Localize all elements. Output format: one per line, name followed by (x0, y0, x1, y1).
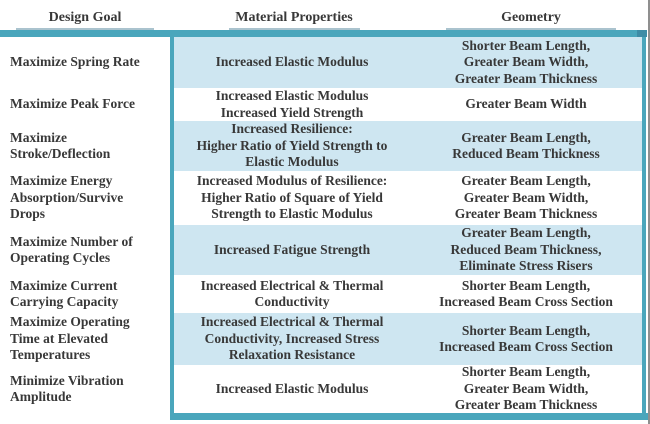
page-edge-line (648, 0, 650, 424)
design-goal-cell: Maximize Current Carrying Capacity (0, 275, 170, 313)
table-row: Maximize Operating Time at Elevated Temp… (0, 313, 650, 365)
design-goal-cell: Minimize Vibration Amplitude (0, 365, 170, 413)
material-properties-cell: Increased Fatigue Strength (213, 241, 371, 257)
row-content: Increased Elastic Modulus Shorter Beam L… (170, 37, 646, 88)
table-row: Maximize Stroke/Deflection Increased Res… (0, 121, 650, 171)
header-divider-bar (0, 30, 647, 37)
material-properties-cell: Increased Elastic Modulus (215, 380, 369, 396)
header-divider-bar-end-cap (637, 30, 647, 37)
design-goal-cell: Maximize Number of Operating Cycles (0, 225, 170, 275)
design-goal-cell: Maximize Peak Force (0, 88, 170, 121)
material-properties-cell: Increased Elastic Modulus (215, 54, 369, 70)
row-content: Increased Elastic Modulus Increased Yiel… (170, 88, 646, 121)
material-properties-header-label: Material Properties (228, 9, 360, 30)
table-row: Maximize Spring Rate Increased Elastic M… (0, 37, 650, 88)
table-row: Maximize Energy Absorption/Survive Drops… (0, 171, 650, 225)
geometry-cell: Greater Beam Width (465, 96, 587, 112)
row-content: Increased Electrical & Thermal Conductiv… (170, 275, 646, 313)
geometry-cell: Greater Beam Length, Reduced Beam Thickn… (450, 225, 602, 274)
geometry-cell: Greater Beam Length, Reduced Beam Thickn… (452, 129, 600, 162)
table-row: Maximize Peak Force Increased Elastic Mo… (0, 88, 650, 121)
table-header-row: Design Goal Material Properties Geometry (0, 0, 650, 30)
row-content: Increased Elastic Modulus Shorter Beam L… (170, 364, 646, 413)
table-row: Maximize Current Carrying Capacity Incre… (0, 275, 650, 313)
table-body: Maximize Spring Rate Increased Elastic M… (0, 37, 650, 413)
design-goal-cell: Maximize Spring Rate (0, 37, 170, 88)
row-content: Increased Electrical & Thermal Conductiv… (170, 313, 646, 365)
material-properties-cell: Increased Electrical & Thermal Conductiv… (200, 277, 384, 310)
design-goal-cell: Maximize Operating Time at Elevated Temp… (0, 313, 170, 365)
table-row: Maximize Number of Operating Cycles Incr… (0, 225, 650, 275)
design-goal-cell: Maximize Stroke/Deflection (0, 121, 170, 171)
design-goal-cell: Maximize Energy Absorption/Survive Drops (0, 171, 170, 225)
material-properties-cell: Increased Modulus of Resilience: Higher … (196, 173, 388, 222)
geometry-cell: Greater Beam Length, Greater Beam Width,… (454, 173, 598, 222)
column-header-design-goal: Design Goal (0, 9, 170, 30)
row-content: Increased Fatigue Strength Greater Beam … (170, 225, 646, 275)
column-header-material-properties: Material Properties (174, 9, 414, 30)
geometry-cell: Shorter Beam Length, Increased Beam Cros… (439, 322, 613, 355)
table-bottom-border-bar (170, 413, 648, 420)
geometry-cell: Shorter Beam Length, Greater Beam Width,… (454, 37, 598, 86)
column-header-geometry: Geometry (414, 9, 648, 30)
design-goal-header-label: Design Goal (16, 9, 154, 30)
table-row: Minimize Vibration Amplitude Increased E… (0, 364, 650, 413)
geometry-cell: Shorter Beam Length, Increased Beam Cros… (439, 277, 613, 310)
geometry-cell: Shorter Beam Length, Greater Beam Width,… (454, 364, 598, 413)
material-properties-cell: Increased Resilience: Higher Ratio of Yi… (196, 121, 388, 170)
row-content: Increased Modulus of Resilience: Higher … (170, 171, 646, 225)
material-properties-cell: Increased Elastic Modulus Increased Yiel… (215, 88, 369, 120)
material-properties-cell: Increased Electrical & Thermal Conductiv… (200, 314, 384, 363)
geometry-header-label: Geometry (446, 9, 616, 30)
row-content: Increased Resilience: Higher Ratio of Yi… (170, 121, 646, 171)
